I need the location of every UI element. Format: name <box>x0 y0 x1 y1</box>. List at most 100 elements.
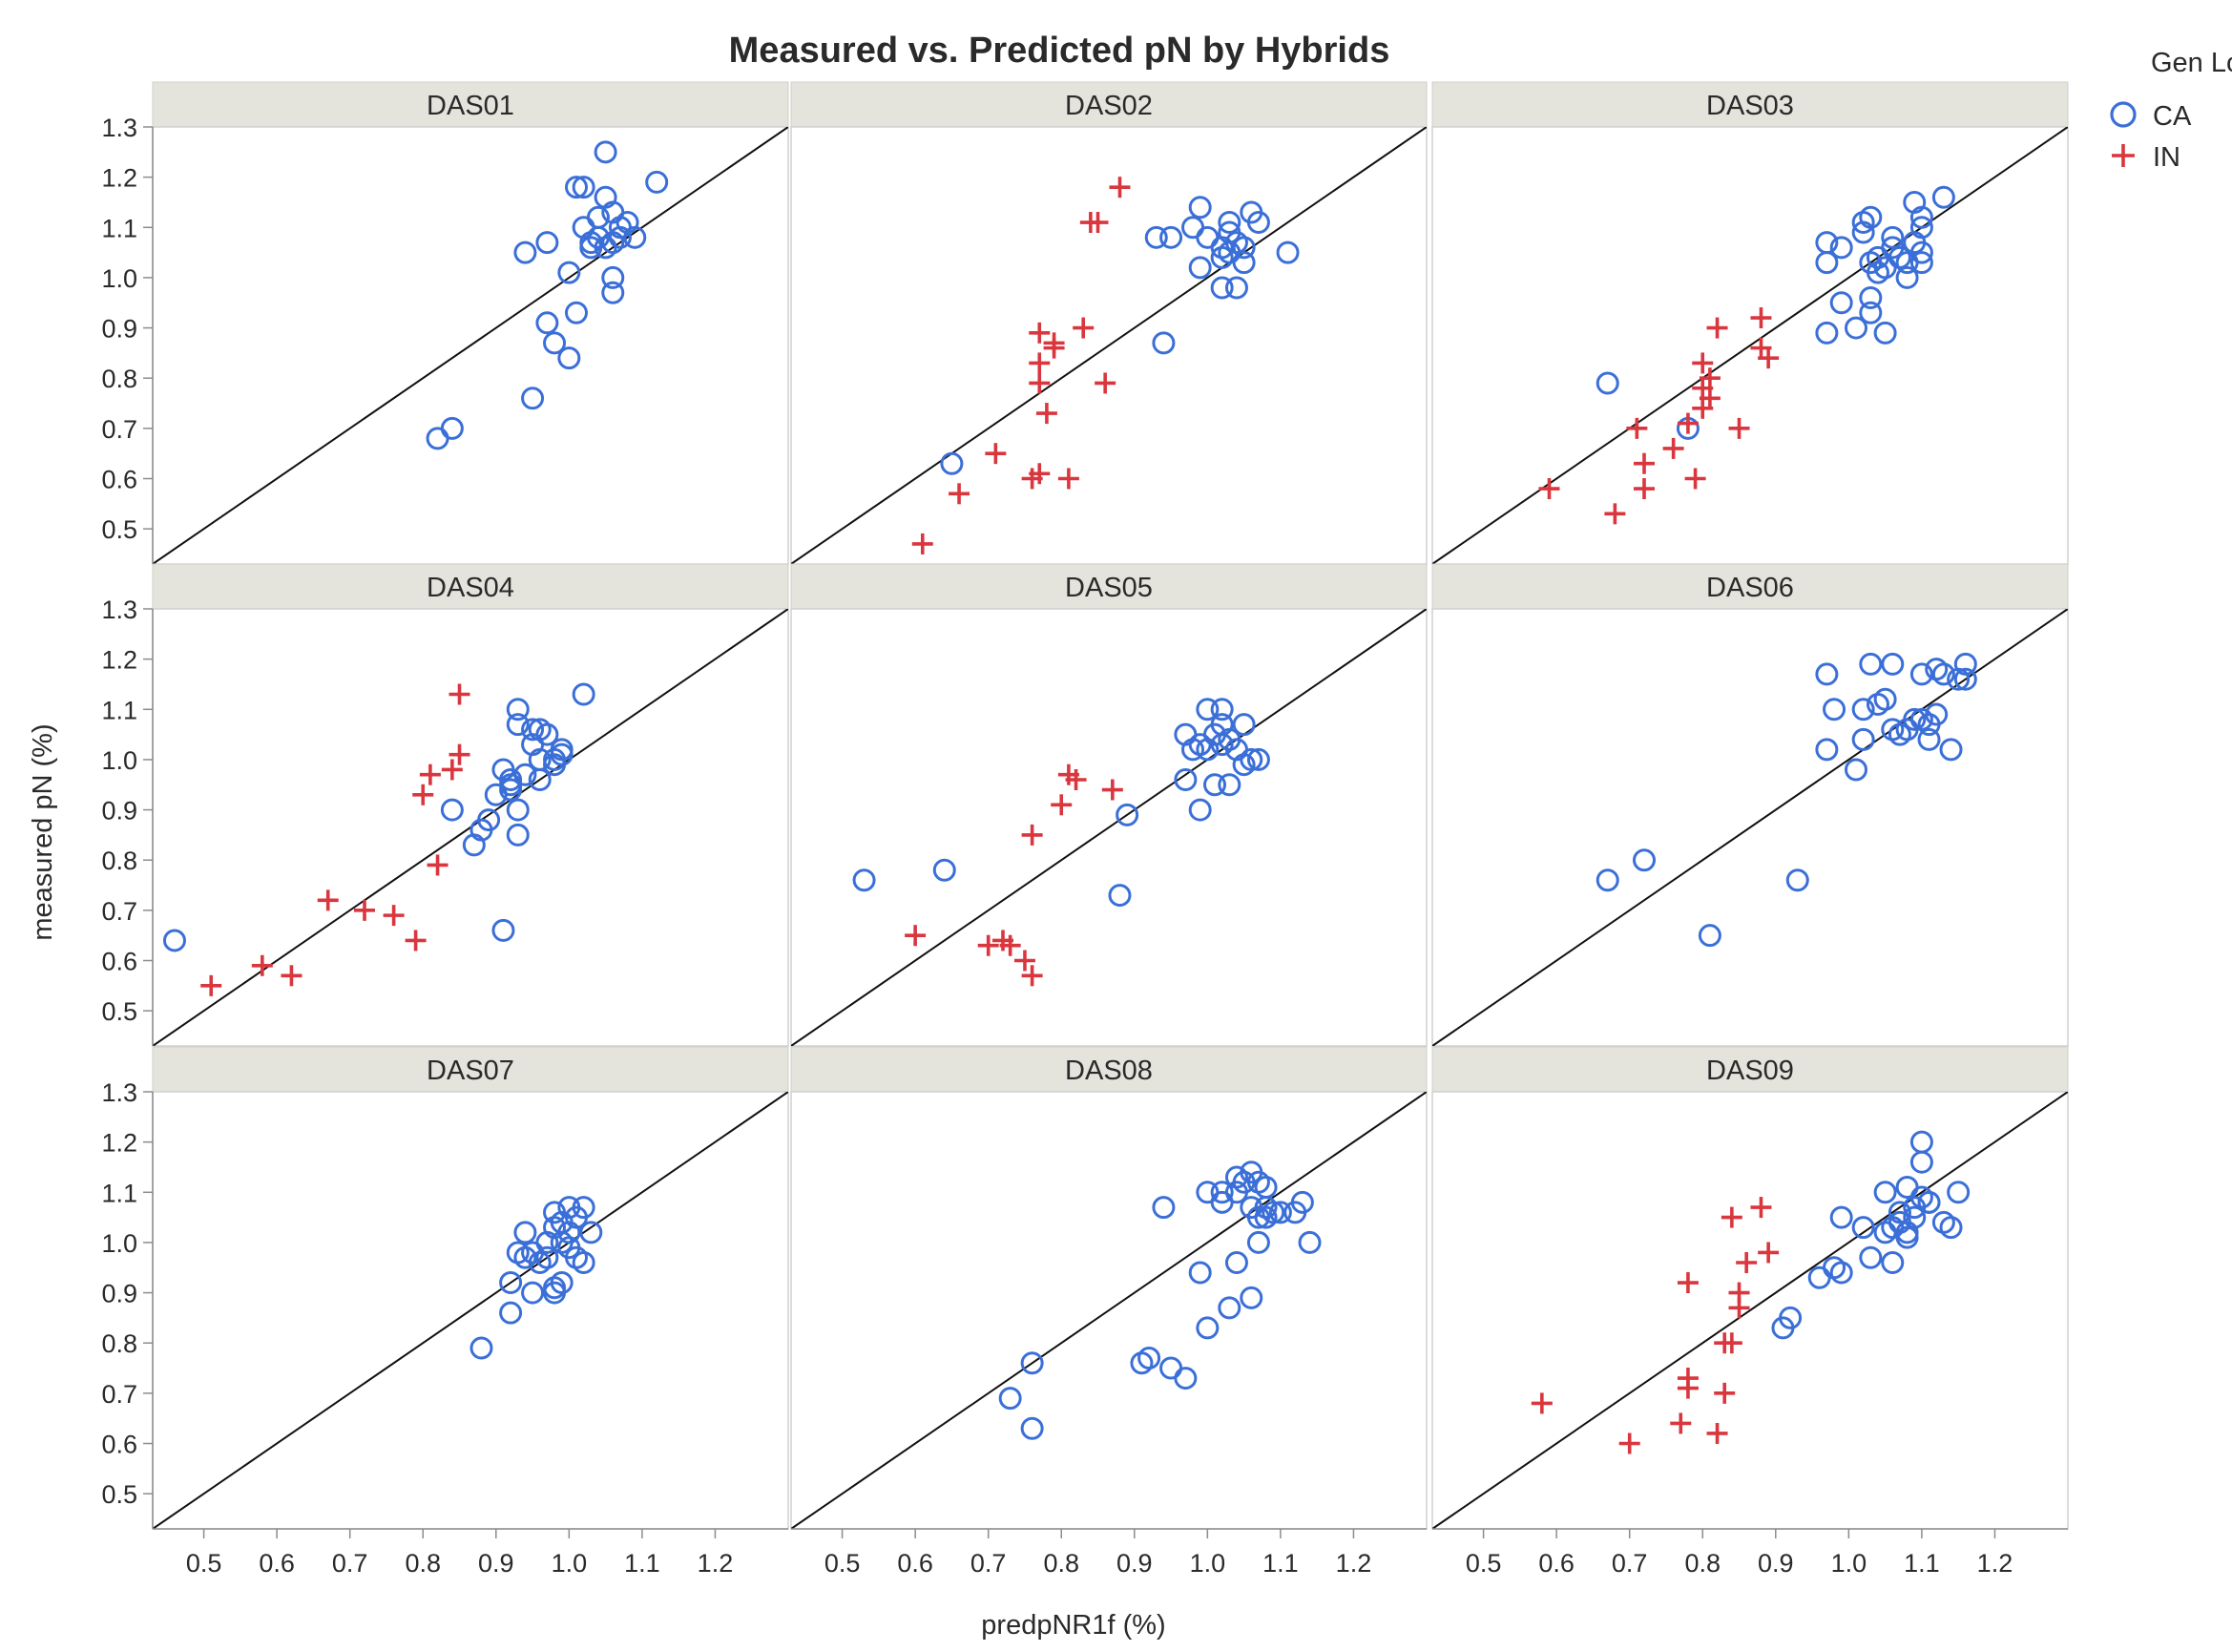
legend-in-label: IN <box>2153 142 2180 173</box>
identity-reference-line <box>153 1092 788 1529</box>
ca-point <box>1909 240 1933 264</box>
ca-point <box>1020 1351 1044 1375</box>
panel-strip <box>1431 563 2069 610</box>
ca-point <box>1953 652 1977 676</box>
in-point <box>1662 437 1684 459</box>
ca-point <box>1020 1416 1044 1440</box>
y-tick-label: 1.0 <box>101 264 137 293</box>
panel-strip <box>152 563 789 610</box>
ca-point <box>1851 698 1875 721</box>
ca-point <box>1779 1306 1803 1329</box>
ca-point <box>162 929 186 952</box>
ca-point <box>1823 698 1846 721</box>
panel-label: DAS02 <box>1065 91 1153 121</box>
x-tick-label: 1.2 <box>1336 1549 1372 1578</box>
ca-point <box>1859 1245 1883 1269</box>
axes: 0.50.60.70.80.91.01.11.21.30.50.60.70.80… <box>101 114 2068 1578</box>
in-point <box>383 905 405 927</box>
in-point <box>1706 1422 1728 1444</box>
ca-point <box>499 1271 523 1295</box>
ca-point <box>1947 1181 1971 1204</box>
ca-point <box>1240 747 1263 771</box>
y-tick-label: 1.2 <box>101 1129 137 1158</box>
ca-point <box>1633 848 1656 872</box>
ca-point <box>1224 1250 1248 1274</box>
ca-point <box>1895 265 1919 289</box>
y-tick-label: 1.3 <box>101 596 137 624</box>
panel-das04: DAS04 <box>152 563 789 1047</box>
ca-point <box>1895 1176 1919 1200</box>
ca-point <box>557 261 581 284</box>
y-tick-label: 1.3 <box>101 114 137 142</box>
y-tick-label: 0.9 <box>101 797 137 826</box>
y-tick-label: 0.9 <box>101 315 137 344</box>
y-tick-label: 0.6 <box>101 948 137 976</box>
in-point <box>1721 1206 1742 1228</box>
in-point <box>1029 322 1051 344</box>
ca-point <box>1785 868 1809 892</box>
y-tick-label: 0.5 <box>101 1480 137 1509</box>
y-tick-label: 1.0 <box>101 1229 137 1258</box>
y-tick-label: 1.0 <box>101 746 137 775</box>
x-tick-label: 1.0 <box>1190 1549 1226 1578</box>
ca-point <box>1218 211 1241 235</box>
ca-point <box>1815 662 1839 686</box>
y-tick-label: 0.6 <box>101 1431 137 1459</box>
in-point <box>317 889 339 911</box>
ca-point <box>535 311 559 335</box>
panel-label: DAS07 <box>427 1056 514 1086</box>
x-tick-label: 1.1 <box>1262 1549 1299 1578</box>
panel-label: DAS01 <box>427 91 514 121</box>
ca-point <box>477 808 501 832</box>
y-tick-label: 1.3 <box>101 1078 137 1107</box>
x-tick-label: 0.6 <box>1538 1549 1575 1578</box>
legend-title: Gen Loc <box>2151 48 2232 78</box>
in-point <box>1706 317 1728 339</box>
ca-point <box>1953 667 1977 691</box>
in-point <box>911 533 933 554</box>
in-point <box>1736 1251 1758 1273</box>
ca-point <box>521 718 545 742</box>
x-tick-label: 0.9 <box>478 1549 514 1578</box>
plot-area <box>790 608 1428 1047</box>
ca-point <box>1881 1250 1905 1274</box>
panel-das02: DAS02 <box>790 81 1428 565</box>
ca-point <box>1152 1196 1176 1220</box>
ca-point <box>594 140 617 164</box>
ca-point <box>1246 1230 1270 1254</box>
y-tick-label: 0.7 <box>101 1380 137 1409</box>
panel-strip <box>790 1046 1428 1093</box>
ca-point <box>1917 1190 1941 1214</box>
ca-point <box>1290 1190 1314 1214</box>
ca-point <box>1232 713 1256 737</box>
y-axis: 0.5 0.6 0.7 0.8 0.9 1.0 1.1 1.2 1.3 <box>101 1078 154 1529</box>
ca-point <box>1815 738 1839 762</box>
x-tick-label: 0.5 <box>1466 1549 1502 1578</box>
ca-point <box>1116 803 1139 826</box>
ca-point <box>1851 727 1875 751</box>
panel-das07: DAS07 <box>152 1046 789 1530</box>
ca-point <box>1807 1265 1831 1289</box>
in-point <box>200 974 222 996</box>
ca-point <box>1196 1316 1220 1340</box>
ca-point <box>852 868 876 892</box>
in-point <box>1029 372 1051 394</box>
in-point <box>1758 1242 1780 1264</box>
ca-point <box>572 176 595 199</box>
x-tick-label: 0.7 <box>970 1549 1007 1578</box>
ca-point <box>535 1245 559 1269</box>
ca-point <box>513 240 537 264</box>
ca-point <box>572 682 595 706</box>
ca-point <box>565 301 588 324</box>
panel-label: DAS05 <box>1065 573 1153 603</box>
ca-point <box>506 698 530 721</box>
ca-point <box>1188 256 1212 280</box>
ca-point <box>1909 205 1933 229</box>
ca-point <box>1246 211 1270 235</box>
panel-strip <box>1431 81 2069 128</box>
ca-point <box>601 265 625 289</box>
ca-point <box>1137 1347 1161 1370</box>
ca-point <box>1159 1356 1183 1380</box>
in-point <box>1073 317 1095 339</box>
ca-point <box>1851 1216 1875 1240</box>
